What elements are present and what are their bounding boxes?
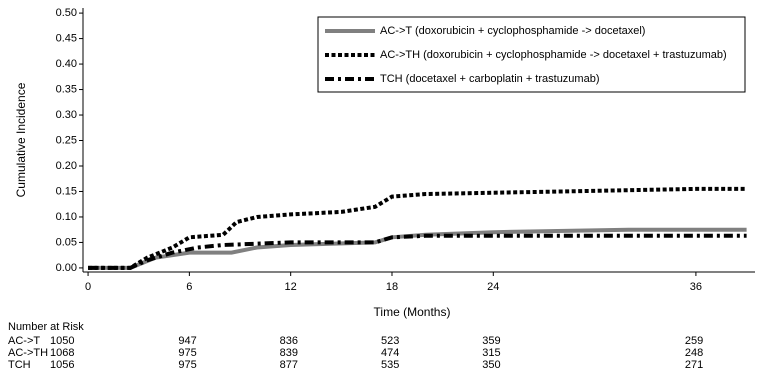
- series-line: [88, 233, 747, 270]
- y-tick-label: 0.25: [56, 134, 77, 146]
- y-tick-label: 0.00: [56, 262, 77, 274]
- risk-value: 474: [381, 347, 399, 359]
- risk-value: 535: [381, 359, 399, 371]
- risk-value: 271: [685, 359, 703, 371]
- y-tick-label: 0.15: [56, 185, 77, 197]
- legend-label: AC->T (doxorubicin + cyclophosphamide ->…: [380, 25, 645, 37]
- risk-value: 523: [381, 335, 399, 347]
- risk-value: 877: [280, 359, 298, 371]
- risk-value: 975: [178, 347, 196, 359]
- risk-value: 315: [482, 347, 500, 359]
- risk-value: 350: [482, 359, 500, 371]
- risk-value: 975: [178, 359, 196, 371]
- risk-value: 359: [482, 335, 500, 347]
- y-tick-label: 0.20: [56, 160, 77, 172]
- x-tick-label: 6: [186, 281, 192, 293]
- x-tick-label: 18: [386, 281, 398, 293]
- x-axis-label: Time (Months): [374, 305, 451, 319]
- legend-box: [317, 16, 746, 93]
- y-tick-label: 0.05: [56, 236, 77, 248]
- risk-row-label: TCH: [8, 359, 31, 371]
- legend-label: AC->TH (doxorubicin + cyclophosphamide -…: [380, 49, 727, 61]
- y-tick-label: 0.50: [56, 7, 77, 19]
- x-tick-label: 0: [85, 281, 91, 293]
- y-axis-label: Cumulative Incidence: [14, 82, 28, 197]
- x-tick-label: 12: [285, 281, 297, 293]
- y-tick-label: 0.10: [56, 211, 77, 223]
- x-tick-label: 36: [690, 281, 702, 293]
- risk-value: 839: [280, 347, 298, 359]
- risk-value: 1056: [50, 359, 74, 371]
- y-tick-label: 0.30: [56, 109, 77, 121]
- risk-value: 836: [280, 335, 298, 347]
- risk-value: 947: [178, 335, 196, 347]
- x-tick-label: 24: [487, 281, 499, 293]
- risk-row-label: AC->T: [8, 335, 40, 347]
- y-tick-label: 0.35: [56, 83, 77, 95]
- y-tick-label: 0.45: [56, 32, 77, 44]
- y-tick-label: 0.40: [56, 58, 77, 70]
- risk-table-title: Number at Risk: [8, 321, 84, 333]
- risk-row-label: AC->TH: [8, 347, 48, 359]
- risk-value: 248: [685, 347, 703, 359]
- series-line: [88, 227, 747, 270]
- risk-value: 259: [685, 335, 703, 347]
- risk-value: 1068: [50, 347, 74, 359]
- legend-label: TCH (docetaxel + carboplatin + trastuzum…: [380, 73, 600, 85]
- risk-value: 1050: [50, 335, 74, 347]
